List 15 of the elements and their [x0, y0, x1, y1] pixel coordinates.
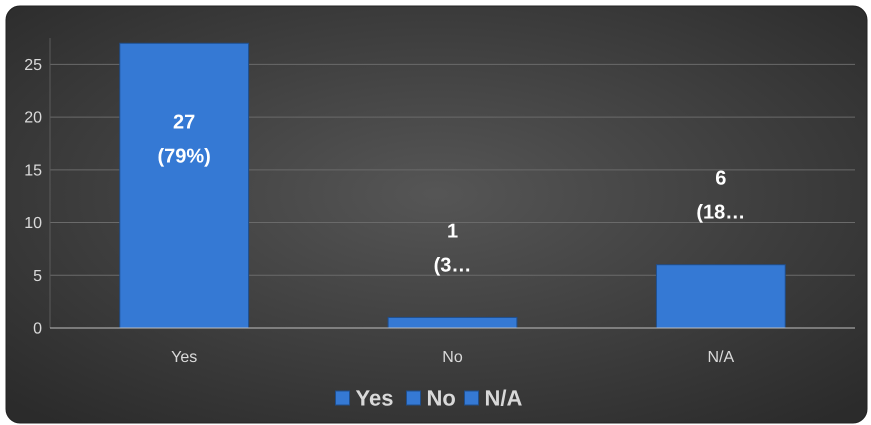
y-tick-label: 25	[24, 56, 42, 74]
legend-label: No	[426, 386, 456, 411]
x-tick-label: Yes	[171, 349, 198, 366]
data-label: 27 (79%)	[157, 111, 211, 168]
x-tick-label: No	[442, 349, 463, 366]
y-tick-label: 0	[33, 320, 42, 338]
y-tick-label: 10	[24, 215, 42, 232]
data-label: 6 (18…	[696, 168, 746, 224]
y-tick-label: 5	[33, 268, 42, 285]
y-tick-label: 15	[24, 162, 42, 180]
legend-label: Yes	[356, 386, 394, 411]
data-label: 1 (3…	[434, 220, 472, 276]
legend-label: N/A	[484, 386, 522, 411]
x-tick-label: N/A	[707, 349, 734, 366]
y-tick-label: 20	[24, 110, 42, 127]
